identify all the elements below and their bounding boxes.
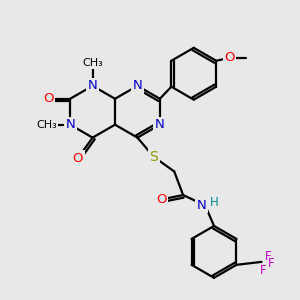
Text: CH₃: CH₃ <box>36 120 57 130</box>
Text: S: S <box>149 150 158 164</box>
Text: O: O <box>156 193 166 206</box>
Text: N: N <box>88 79 98 92</box>
Text: N: N <box>197 199 206 212</box>
Text: F: F <box>268 257 274 270</box>
Text: O: O <box>43 92 53 105</box>
Text: O: O <box>73 152 83 165</box>
Text: F: F <box>265 250 272 262</box>
Text: O: O <box>224 51 235 64</box>
Text: CH₃: CH₃ <box>82 58 103 68</box>
Text: N: N <box>65 118 75 131</box>
Text: H: H <box>210 196 219 209</box>
Text: F: F <box>260 264 267 277</box>
Text: N: N <box>155 118 165 131</box>
Text: N: N <box>133 79 142 92</box>
